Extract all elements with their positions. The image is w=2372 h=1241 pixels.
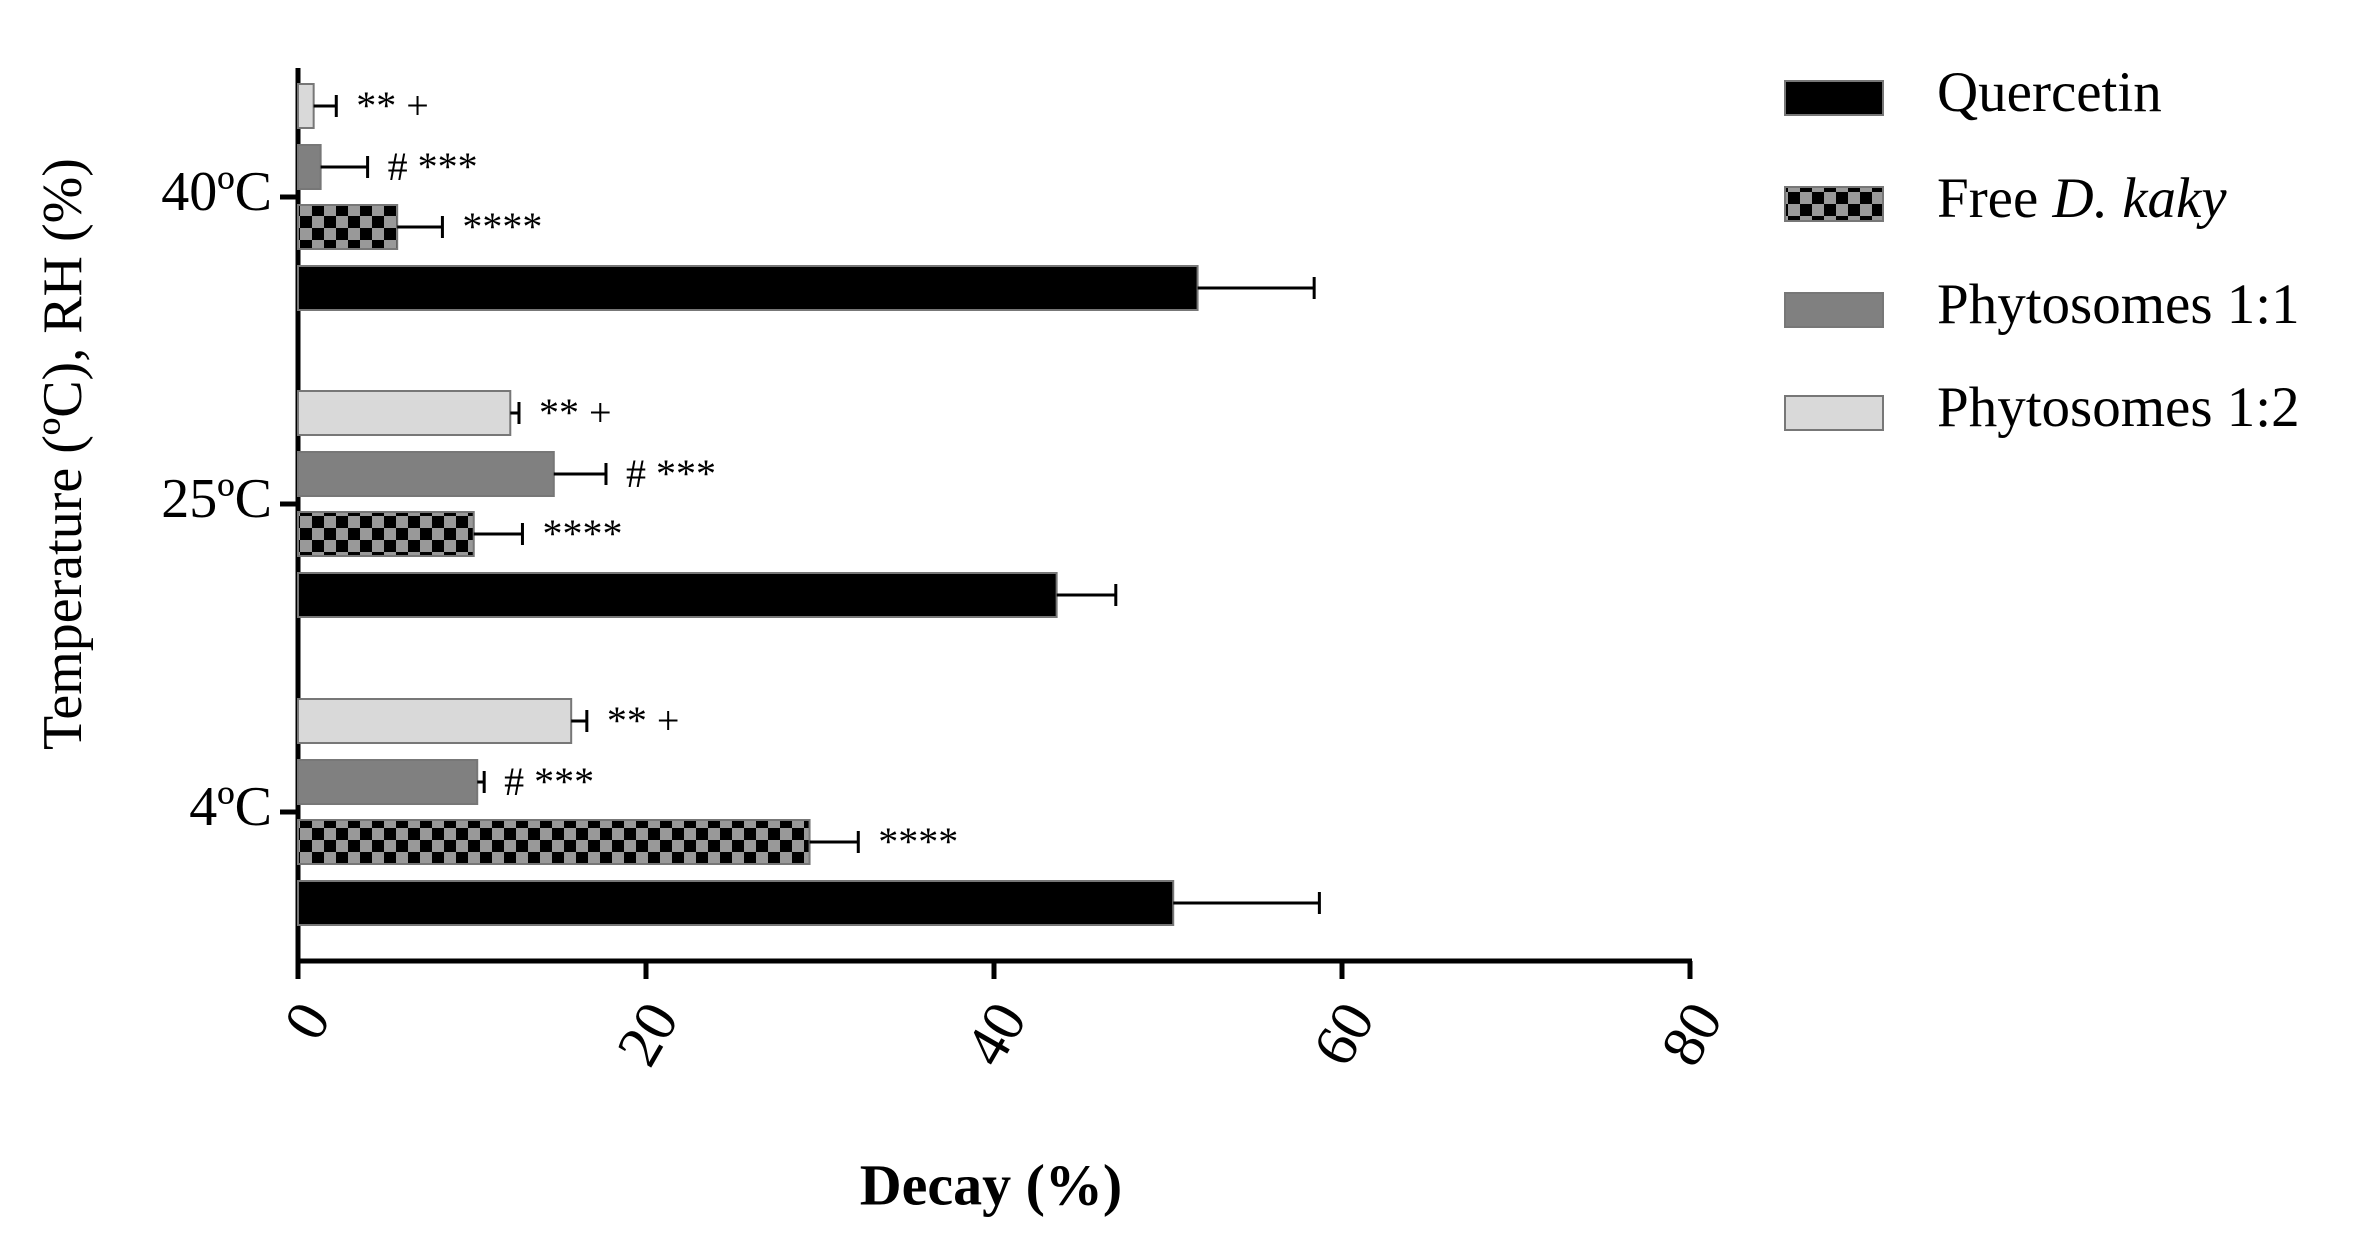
y-axis-title: Temperature (ºC), RH (%)	[32, 158, 94, 750]
error-bar	[553, 463, 608, 485]
y-tick-label: 40ºC	[161, 161, 272, 223]
bar	[297, 511, 475, 557]
bar	[297, 451, 555, 497]
error-bar	[313, 95, 338, 117]
bar	[297, 759, 479, 805]
legend-swatch	[1784, 80, 1884, 116]
significance-label: # ***	[388, 144, 478, 189]
bar	[297, 819, 811, 865]
x-tick-label: 60	[1300, 991, 1387, 1076]
error-bar	[477, 771, 486, 793]
significance-label: ****	[462, 204, 542, 249]
bar	[297, 83, 315, 129]
x-tick-label: 80	[1648, 991, 1735, 1076]
bar	[297, 204, 399, 250]
bar	[297, 572, 1058, 618]
legend-label: Phytosomes 1:2	[1937, 376, 2300, 439]
significance-label: # ***	[626, 451, 716, 496]
error-bar	[510, 402, 521, 424]
y-tick-label: 4ºC	[189, 776, 272, 838]
error-bar	[1056, 584, 1118, 606]
legend-swatch	[1784, 186, 1884, 222]
significance-label: ** +	[539, 390, 612, 435]
x-tick-label: 20	[604, 991, 691, 1076]
legend-label-part: Free	[1937, 167, 2053, 230]
error-bar	[473, 523, 524, 545]
bar	[297, 698, 573, 744]
significance-label: ****	[542, 511, 622, 556]
significance-label: ** +	[607, 698, 680, 743]
y-tick-label: 25ºC	[161, 468, 272, 530]
x-tick-label: 0	[271, 991, 343, 1050]
x-tick-label: 40	[952, 991, 1039, 1076]
significance-label: ****	[878, 819, 958, 864]
bar	[297, 265, 1199, 311]
significance-label: # ***	[504, 759, 594, 804]
error-bar	[571, 710, 589, 732]
legend-swatch	[1784, 395, 1884, 431]
error-bar	[397, 216, 444, 238]
x-axis-title: Decay (%)	[860, 1152, 1123, 1217]
bar	[297, 390, 512, 436]
legend-label: Quercetin	[1937, 61, 2162, 124]
error-bar	[1173, 892, 1321, 914]
bar	[297, 880, 1175, 926]
significance-label: ** +	[356, 83, 429, 128]
legend-label: Phytosomes 1:1	[1937, 273, 2300, 336]
error-bar	[809, 831, 860, 853]
legend-label-italic: D. kaky	[2052, 167, 2228, 230]
bar	[297, 144, 322, 190]
legend-swatch	[1784, 292, 1884, 328]
legend-label: Free D. kaky	[1937, 167, 2227, 230]
error-bar	[1197, 277, 1316, 299]
error-bar	[320, 156, 370, 178]
